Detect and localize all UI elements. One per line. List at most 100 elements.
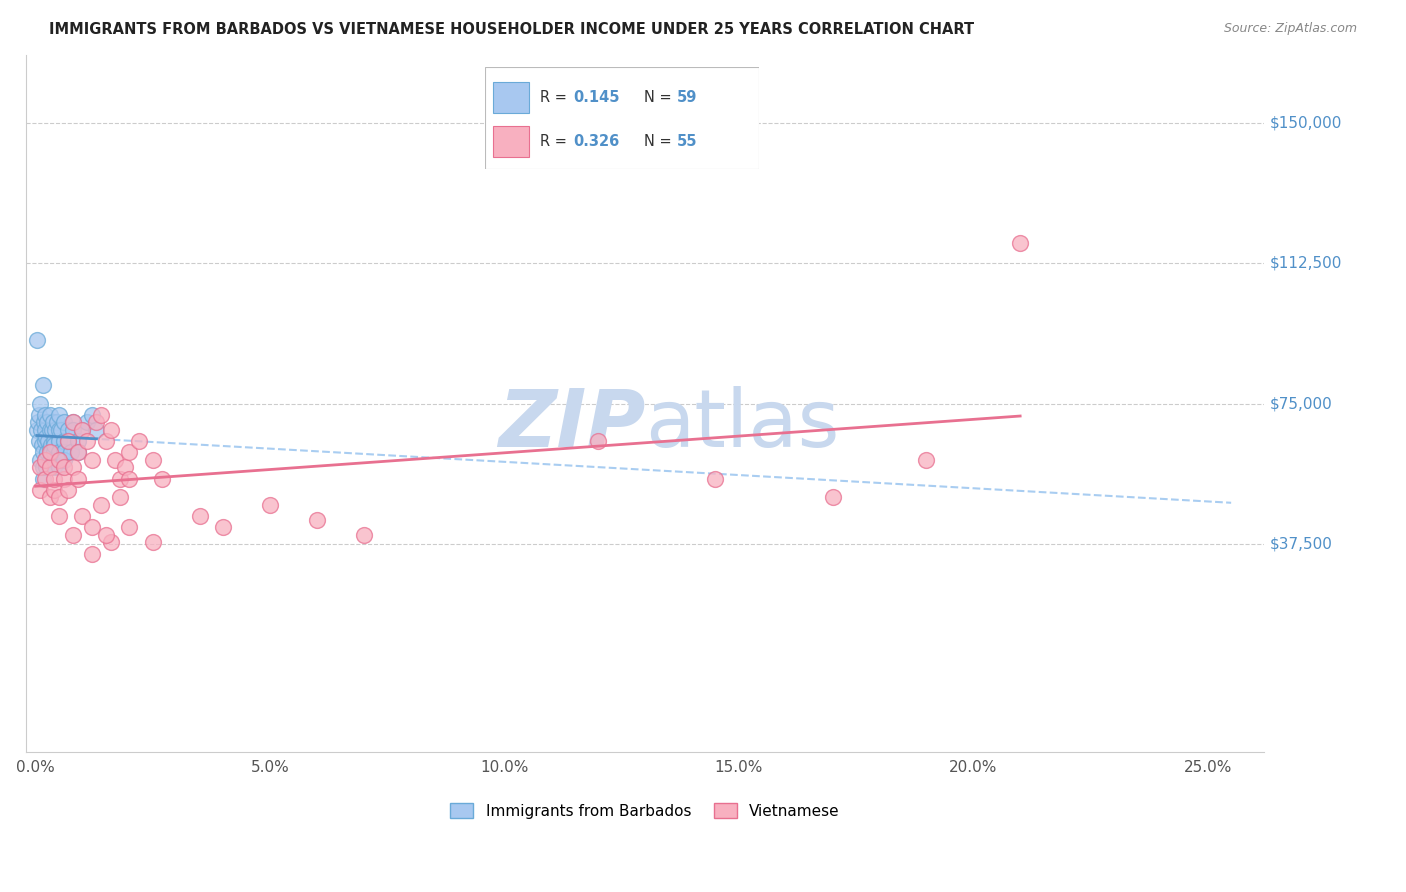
Point (31, 472, 53, 486)
Text: ZIP: ZIP (498, 385, 645, 464)
Point (100, 423, 122, 437)
Point (31, 438, 53, 452)
Point (62, 416, 84, 430)
Point (44, 434, 66, 449)
Point (32, 416, 55, 430)
Point (27, 416, 49, 430)
Point (80, 453, 103, 467)
Text: 0.145: 0.145 (572, 90, 619, 105)
Point (48, 445, 70, 459)
Point (118, 520, 141, 534)
Point (100, 535, 122, 549)
Text: R =: R = (540, 90, 571, 105)
Point (48, 423, 70, 437)
Point (34, 472, 56, 486)
Point (108, 472, 131, 486)
Point (48, 434, 70, 449)
Point (62, 416, 84, 430)
Point (39, 445, 62, 459)
Point (821, 491, 844, 505)
Point (72, 509, 94, 524)
Point (34, 423, 56, 437)
Point (66, 445, 89, 459)
Legend: Immigrants from Barbados, Vietnamese: Immigrants from Barbados, Vietnamese (444, 797, 846, 824)
Point (52, 434, 75, 449)
Point (37, 445, 59, 459)
Point (108, 491, 131, 505)
Point (42, 416, 65, 430)
Point (34, 434, 56, 449)
Point (586, 434, 609, 449)
Text: N =: N = (644, 134, 676, 149)
Point (72, 423, 94, 437)
Point (704, 472, 727, 486)
Text: IMMIGRANTS FROM BARBADOS VS VIETNAMESE HOUSEHOLDER INCOME UNDER 25 YEARS CORRELA: IMMIGRANTS FROM BARBADOS VS VIETNAMESE H… (49, 22, 974, 37)
Point (142, 535, 165, 549)
Point (30, 423, 52, 437)
Point (305, 513, 328, 527)
Point (25, 423, 48, 437)
Text: Source: ZipAtlas.com: Source: ZipAtlas.com (1223, 22, 1357, 36)
Point (32, 460, 55, 475)
Point (28, 408, 51, 422)
Point (37, 434, 59, 449)
Text: $37,500: $37,500 (1270, 537, 1333, 551)
Point (34, 408, 56, 422)
Text: 0.326: 0.326 (572, 134, 619, 149)
Point (94, 528, 117, 542)
Point (38, 445, 60, 459)
FancyBboxPatch shape (485, 67, 759, 169)
Point (30, 453, 52, 467)
Point (37, 416, 59, 430)
Point (62, 460, 84, 475)
Point (80, 408, 103, 422)
Point (32, 445, 55, 459)
Point (25, 333, 48, 347)
Point (118, 445, 141, 459)
Point (90, 408, 112, 422)
Point (62, 528, 84, 542)
Point (30, 483, 52, 497)
Point (38, 442, 60, 456)
Point (52, 416, 75, 430)
Point (58, 423, 80, 437)
Point (38, 423, 60, 437)
Point (114, 460, 136, 475)
Point (44, 460, 66, 475)
Point (44, 483, 66, 497)
Point (80, 520, 103, 534)
Point (58, 434, 80, 449)
Point (52, 460, 75, 475)
Point (52, 472, 75, 486)
Point (48, 491, 70, 505)
Text: $150,000: $150,000 (1270, 115, 1343, 130)
Point (80, 547, 103, 561)
Point (353, 528, 375, 542)
Text: atlas: atlas (645, 385, 839, 464)
Point (128, 434, 150, 449)
Point (915, 453, 938, 467)
Point (44, 472, 66, 486)
Point (86, 416, 108, 430)
Text: 59: 59 (678, 90, 697, 105)
Point (38, 460, 60, 475)
Point (28, 434, 51, 449)
Point (30, 460, 52, 475)
Point (1010, 235, 1032, 250)
Point (30, 397, 52, 411)
Text: 55: 55 (678, 134, 697, 149)
Point (188, 509, 211, 524)
Point (48, 408, 70, 422)
Point (72, 423, 94, 437)
Point (52, 445, 75, 459)
Point (44, 453, 66, 467)
Point (52, 453, 75, 467)
Point (76, 434, 98, 449)
Point (86, 423, 108, 437)
Point (31, 378, 53, 392)
Point (90, 498, 112, 512)
Point (66, 434, 89, 449)
Point (51, 423, 73, 437)
Point (38, 491, 60, 505)
Point (35, 460, 58, 475)
